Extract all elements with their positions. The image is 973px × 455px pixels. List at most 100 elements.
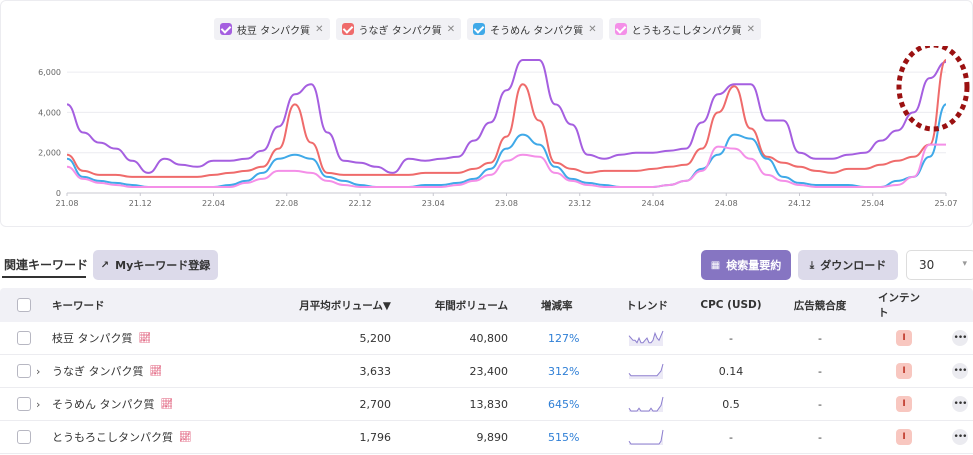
sparkline-area (629, 397, 663, 412)
x-tick-label: 25.07 (935, 199, 958, 208)
row-select-cell (17, 388, 31, 420)
close-icon[interactable]: ✕ (446, 23, 456, 35)
header-ad-competition[interactable]: 広告競合度 (793, 299, 847, 312)
more-icon[interactable]: ••• (952, 330, 968, 346)
header-cpc[interactable]: CPC (USD) (700, 299, 762, 311)
summary-label: 検索量要約 (726, 259, 782, 272)
chart-icon[interactable]: 📈︎ (179, 431, 192, 443)
table-row[interactable]: とうもろこしタンパク質 📈︎ 1,796 9,890 515% - - I ••• (0, 421, 973, 454)
keyword-cell[interactable]: そうめん タンパク質 📈︎ (52, 388, 173, 420)
more-icon[interactable]: ••• (952, 429, 968, 445)
monthly-volume-cell: 2,700 (359, 397, 392, 411)
select-all-cell (17, 288, 31, 322)
cpc-cell: - (729, 430, 733, 444)
more-cell: ••• (952, 322, 968, 354)
close-icon[interactable]: ✕ (315, 23, 324, 35)
legend-chip[interactable]: そうめん タンパク質 ✕ (467, 18, 603, 40)
keyword-cell[interactable]: 枝豆 タンパク質 📈︎ (52, 322, 151, 354)
sparkline-line (628, 429, 664, 445)
highlight-annotation (896, 46, 970, 132)
table-row[interactable]: 枝豆 タンパク質 📈︎ 5,200 40,800 127% - - I ••• (0, 322, 973, 355)
download-button[interactable]: ⤓ ダウンロード (798, 250, 898, 280)
my-keyword-button[interactable]: ↗ Myキーワード登録 (93, 250, 218, 280)
x-tick-label: 21.12 (129, 199, 152, 208)
chevron-right-icon[interactable]: › (36, 364, 41, 378)
yearly-volume-cell: 40,800 (469, 331, 509, 345)
chart-icon[interactable]: 📈︎ (138, 332, 152, 344)
x-tick-label: 24.12 (788, 199, 811, 208)
checkbox-icon (473, 23, 486, 35)
ad-competition-cell: - (818, 364, 822, 378)
summary-button[interactable]: ▦ 検索量要約 (701, 250, 791, 280)
keyword-text[interactable]: 枝豆 タンパク質 (52, 332, 133, 345)
row-checkbox[interactable] (17, 430, 31, 444)
page-size-select[interactable]: 30 ▾ (906, 250, 973, 280)
x-tick-label: 21.08 (56, 199, 79, 208)
header-keyword[interactable]: キーワード (52, 299, 105, 312)
tab-related-keywords[interactable]: 関連キーワード (4, 258, 89, 272)
chevron-right-icon[interactable]: › (36, 397, 41, 411)
x-tick-label: 22.12 (349, 199, 372, 208)
close-icon[interactable]: ✕ (588, 23, 597, 35)
more-cell: ••• (952, 388, 968, 420)
my-keyword-label: Myキーワード登録 (115, 259, 211, 272)
growth-cell: 127% (548, 331, 580, 345)
keyword-cell[interactable]: うなぎ タンパク質 📈︎ (52, 355, 162, 387)
chart-icon[interactable]: 📈︎ (149, 365, 163, 377)
arrow-up-right-icon: ↗ (100, 259, 110, 271)
header-monthly-volume[interactable]: 月平均ボリューム▼ (299, 299, 391, 312)
growth-cell: 645% (548, 397, 580, 411)
yearly-volume-cell: 13,830 (469, 397, 509, 411)
sparkline-area (629, 430, 663, 445)
trend-cell (628, 355, 664, 387)
header-trend: トレンド (626, 299, 668, 312)
keyword-cell[interactable]: とうもろこしタンパク質 📈︎ (52, 421, 192, 453)
series-line (66, 143, 946, 188)
table-header: キーワード 月平均ボリューム▼ 年間ボリューム 増減率 トレンド CPC (US… (0, 288, 973, 322)
keyword-text[interactable]: とうもろこしタンパク質 (52, 431, 173, 444)
keyword-table: キーワード 月平均ボリューム▼ 年間ボリューム 増減率 トレンド CPC (US… (0, 288, 973, 454)
table-body: 枝豆 タンパク質 📈︎ 5,200 40,800 127% - - I ••• › うなぎ タンパク… (0, 322, 973, 454)
chevron-down-icon: ▾ (962, 259, 967, 269)
checkbox-icon (219, 23, 232, 35)
trend-cell (628, 322, 664, 354)
x-tick-label: 23.12 (568, 199, 591, 208)
more-cell: ••• (952, 421, 968, 453)
row-checkbox[interactable] (17, 331, 31, 345)
x-tick-label: 24.04 (642, 199, 665, 208)
sparkline (628, 396, 664, 412)
trend-cell (628, 421, 664, 453)
table-row[interactable]: › うなぎ タンパク質 📈︎ 3,633 23,400 312% 0.14 - I ••• (0, 355, 973, 388)
legend-chip[interactable]: 枝豆 タンパク質 ✕ (213, 18, 330, 40)
x-tick-label: 25.04 (861, 199, 884, 208)
x-tick-label: 23.04 (422, 199, 445, 208)
header-yearly-volume[interactable]: 年間ボリューム (434, 299, 508, 312)
cpc-cell: 0.5 (722, 397, 740, 411)
row-select-cell (17, 322, 31, 354)
select-all-checkbox[interactable] (17, 298, 31, 312)
download-icon: ⤓ (809, 259, 815, 271)
legend-chip[interactable]: とうもろこしタンパク質 ✕ (608, 18, 762, 40)
more-cell: ••• (952, 355, 968, 387)
sparkline-line (628, 363, 664, 377)
cpc-cell: 0.14 (718, 364, 744, 378)
row-checkbox[interactable] (17, 364, 31, 378)
keyword-text[interactable]: そうめん タンパク質 (52, 398, 155, 411)
ad-competition-cell: - (818, 430, 822, 444)
legend-chip[interactable]: うなぎ タンパク質 ✕ (335, 18, 462, 40)
close-icon[interactable]: ✕ (746, 23, 756, 35)
more-icon[interactable]: ••• (952, 363, 968, 379)
row-checkbox[interactable] (17, 397, 31, 411)
legend-label: そうめん タンパク質 (490, 25, 584, 37)
y-tick-label: 6,000 (38, 68, 61, 77)
sparkline (628, 330, 664, 346)
chart-icon[interactable]: 📈︎ (160, 398, 174, 410)
page-size-value: 30 (919, 258, 935, 272)
more-icon[interactable]: ••• (952, 396, 968, 412)
checkbox-icon (341, 23, 354, 35)
keyword-toolbar: 関連キーワード ↗ Myキーワード登録 ▦ 検索量要約 ⤓ ダウンロード 30 … (0, 250, 973, 280)
keyword-text[interactable]: うなぎ タンパク質 (52, 365, 144, 378)
header-growth[interactable]: 増減率 (541, 299, 573, 312)
table-row[interactable]: › そうめん タンパク質 📈︎ 2,700 13,830 645% 0.5 - I ••• (0, 388, 973, 421)
growth-cell: 515% (548, 430, 580, 444)
